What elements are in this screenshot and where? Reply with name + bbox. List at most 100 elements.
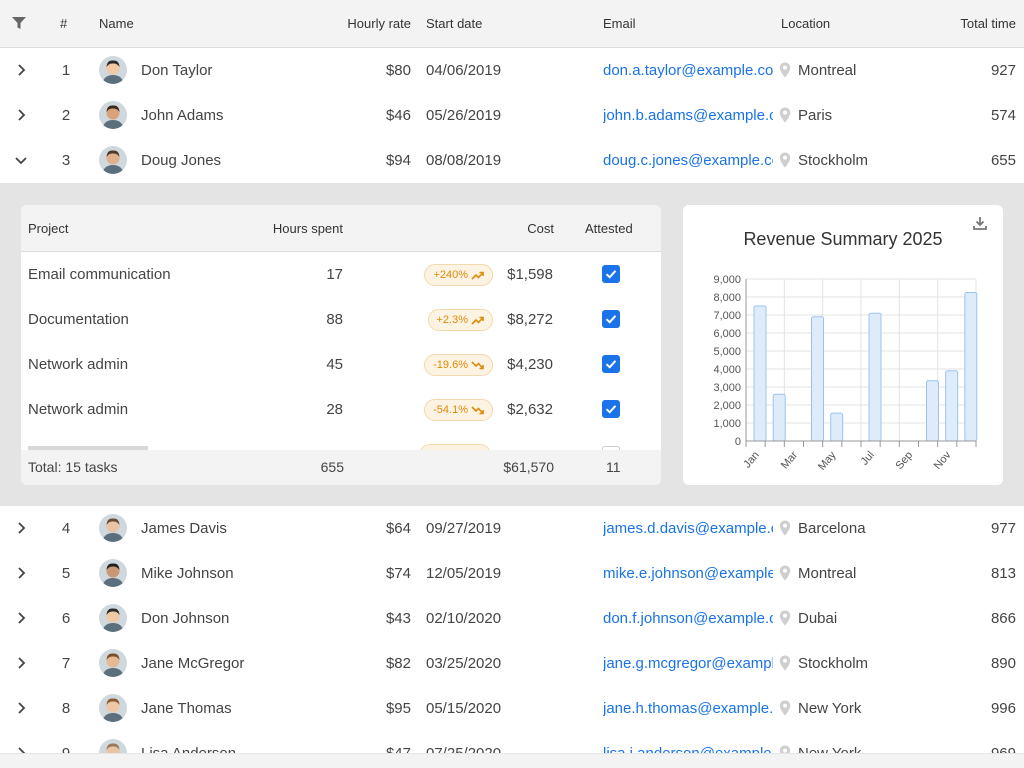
email-link[interactable]: don.f.johnson@example.com (603, 610, 773, 627)
total-time: 927 (990, 62, 1016, 79)
column-header-cost[interactable]: Cost (527, 221, 554, 236)
row-number: 6 (61, 610, 71, 627)
hourly-rate: $46 (385, 107, 411, 124)
attested-checkbox[interactable] (602, 400, 620, 418)
column-header-total-time[interactable]: Total time (960, 16, 1016, 31)
check-icon (605, 405, 617, 414)
chevron-right-icon[interactable] (14, 611, 28, 625)
avatar (99, 559, 127, 587)
email-link[interactable]: mike.e.johnson@example.com (603, 565, 773, 582)
total-time: 574 (990, 107, 1016, 124)
chart-x-tick-label: Jul (859, 449, 877, 467)
chevron-right-icon[interactable] (14, 701, 28, 715)
column-header-hourly-rate[interactable]: Hourly rate (347, 16, 411, 31)
chevron-right-icon[interactable] (14, 566, 28, 580)
chart-x-tick-label: May (816, 449, 839, 473)
email-link[interactable]: james.d.davis@example.com (603, 520, 773, 537)
location: New York (798, 700, 862, 717)
footer-attested-count: 11 (606, 459, 621, 475)
column-header-email[interactable]: Email (603, 16, 636, 31)
chevron-right-icon[interactable] (14, 108, 28, 122)
map-pin-icon (779, 655, 791, 671)
row-detail-panel: Project Hours spent Cost Attested Email … (0, 183, 1024, 506)
chart-bar (868, 312, 882, 442)
column-header-project[interactable]: Project (28, 221, 69, 236)
projects-card: Project Hours spent Cost Attested Email … (21, 205, 661, 485)
column-header-name[interactable]: Name (99, 16, 134, 31)
chevron-right-icon[interactable] (14, 656, 28, 670)
attested-checkbox[interactable] (602, 310, 620, 328)
chart-x-tick-label: Jan (741, 449, 762, 470)
revenue-chart-card: Revenue Summary 2025 0 1,000 2,000 3,000 4,00… (683, 205, 1003, 485)
projects-table-row[interactable]: Documentation 88 +2.3% $8,272 (21, 297, 661, 342)
hourly-rate: $82 (385, 655, 411, 672)
row-number: 7 (61, 655, 71, 672)
chevron-right-icon[interactable] (14, 63, 28, 77)
map-pin-icon (779, 610, 791, 626)
download-icon[interactable] (973, 216, 987, 230)
hours-spent: 88 (326, 311, 343, 328)
chart-bar (945, 370, 959, 442)
trend-value: -54.1% (433, 404, 468, 416)
avatar (99, 101, 127, 129)
trend-badge: -19.6% (424, 354, 493, 376)
total-time: 996 (990, 700, 1016, 717)
trend-up-icon (471, 316, 484, 325)
email-link[interactable]: jane.h.thomas@example.com (603, 700, 773, 717)
table-row[interactable]: 7 Jane McGregor $82 03/25/2020 jane.g.mcgreg… (0, 641, 1024, 686)
table-row[interactable]: 1 Don Taylor $80 04/06/2019 don.a.taylor@exa… (0, 48, 1024, 93)
attested-checkbox[interactable] (602, 265, 620, 283)
grid-header: # Name Hourly rate Start date Email Loca… (0, 0, 1024, 48)
employee-name: John Adams (141, 107, 224, 124)
chevron-down-icon[interactable] (14, 153, 28, 167)
column-header-location[interactable]: Location (781, 16, 831, 31)
projects-table-row[interactable]: Email communication 17 +240% $1,598 (21, 252, 661, 297)
start-date: 08/08/2019 (426, 152, 502, 169)
hours-spent: 17 (326, 266, 343, 283)
table-row[interactable]: 2 John Adams $46 05/26/2019 john.b.adams@exa… (0, 93, 1024, 138)
chart-y-tick-label: 0 (735, 436, 741, 448)
table-row[interactable]: 6 Don Johnson $43 02/10/2020 don.f.johnson@e… (0, 596, 1024, 641)
chevron-right-icon[interactable] (14, 521, 28, 535)
chart-y-tick-label: 7,000 (713, 310, 741, 322)
project-name: Network admin (28, 401, 129, 418)
horizontal-scrollbar[interactable] (0, 753, 1024, 768)
column-header-number[interactable]: # (60, 16, 68, 31)
chart-x-tick-label: Sep (893, 449, 915, 472)
column-header-attested[interactable]: Attested (585, 221, 633, 236)
email-link[interactable]: doug.c.jones@example.com (603, 152, 773, 169)
total-time: 813 (990, 565, 1016, 582)
check-icon (605, 270, 617, 279)
chart-y-tick-label: 1,000 (713, 418, 741, 430)
project-cost: $8,272 (507, 311, 553, 328)
table-row[interactable]: 3 Doug Jones $94 08/08/2019 doug.c.jones@exa… (0, 138, 1024, 183)
chart-y-tick-label: 3,000 (713, 382, 741, 394)
start-date: 09/27/2019 (426, 520, 502, 537)
hours-spent: 45 (326, 356, 343, 373)
chart-bar (811, 316, 824, 442)
projects-table-row[interactable]: Network admin 28 -54.1% $2,632 (21, 387, 661, 432)
column-header-start-date[interactable]: Start date (426, 16, 483, 31)
filter-icon[interactable] (11, 16, 27, 30)
email-link[interactable]: john.b.adams@example.com (603, 107, 773, 124)
start-date: 02/10/2020 (426, 610, 502, 627)
trend-up-icon (471, 271, 484, 280)
projects-table-row[interactable]: Network admin 45 -19.6% $4,230 (21, 342, 661, 387)
email-link[interactable]: don.a.taylor@example.com (603, 62, 773, 79)
project-cost: $1,598 (507, 266, 553, 283)
map-pin-icon (779, 520, 791, 536)
table-row[interactable]: 5 Mike Johnson $74 12/05/2019 mike.e.johnson… (0, 551, 1024, 596)
project-cost: $2,632 (507, 401, 553, 418)
hourly-rate: $43 (385, 610, 411, 627)
chart-x-tick-label: Mar (779, 449, 801, 471)
column-header-hours-spent[interactable]: Hours spent (272, 221, 343, 236)
attested-checkbox[interactable] (602, 355, 620, 373)
email-link[interactable]: jane.g.mcgregor@example.com (603, 655, 773, 672)
row-number: 5 (61, 565, 71, 582)
map-pin-icon (779, 565, 791, 581)
total-time: 977 (990, 520, 1016, 537)
trend-badge: -54.1% (424, 399, 493, 421)
employee-name: Jane Thomas (141, 700, 232, 717)
table-row[interactable]: 8 Jane Thomas $95 05/15/2020 jane.h.thomas@e… (0, 686, 1024, 731)
table-row[interactable]: 4 James Davis $64 09/27/2019 james.d.davis@e… (0, 506, 1024, 551)
